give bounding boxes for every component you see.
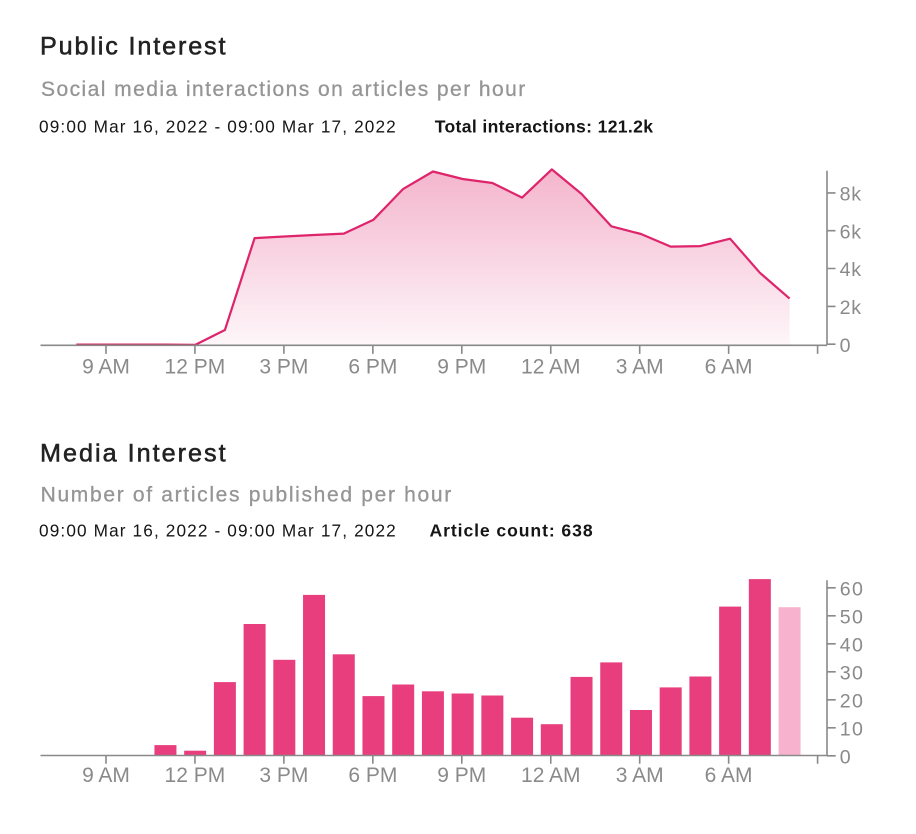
svg-text:3 PM: 3 PM: [259, 356, 308, 379]
svg-text:12 AM: 12 AM: [521, 356, 581, 379]
svg-text:8k: 8k: [840, 184, 862, 206]
svg-text:Media Interest: Media Interest: [40, 440, 228, 468]
svg-text:Number of articles published p: Number of articles published per hour: [41, 484, 453, 507]
svg-text:12 AM: 12 AM: [521, 764, 581, 787]
svg-text:Article count: 638: Article count: 638: [430, 520, 594, 540]
svg-text:50: 50: [840, 606, 864, 628]
svg-text:12 PM: 12 PM: [165, 764, 226, 787]
svg-text:09:00 Mar 16, 2022 - 09:00 Mar: 09:00 Mar 16, 2022 - 09:00 Mar 17, 2022: [39, 520, 397, 540]
svg-text:Total interactions: 121.2k: Total interactions: 121.2k: [435, 116, 654, 136]
svg-text:60: 60: [840, 578, 864, 600]
svg-text:9 AM: 9 AM: [82, 356, 130, 379]
svg-text:9 AM: 9 AM: [82, 764, 130, 787]
svg-text:20: 20: [840, 690, 864, 712]
svg-text:0: 0: [840, 335, 852, 357]
svg-text:30: 30: [840, 662, 864, 684]
svg-text:9 PM: 9 PM: [437, 356, 486, 379]
svg-text:12 PM: 12 PM: [165, 356, 226, 379]
svg-text:4k: 4k: [840, 259, 862, 281]
svg-text:Social media interactions on a: Social media interactions on articles pe…: [41, 78, 527, 101]
svg-text:Public Interest: Public Interest: [40, 33, 227, 61]
svg-text:09:00 Mar 16, 2022 - 09:00 Mar: 09:00 Mar 16, 2022 - 09:00 Mar 17, 2022: [39, 116, 397, 136]
svg-text:10: 10: [840, 718, 864, 740]
svg-text:3 AM: 3 AM: [616, 764, 664, 787]
svg-text:6 PM: 6 PM: [348, 356, 397, 379]
svg-text:3 PM: 3 PM: [259, 764, 308, 787]
svg-text:6 AM: 6 AM: [705, 764, 753, 787]
svg-text:3 AM: 3 AM: [616, 356, 664, 379]
svg-text:6 PM: 6 PM: [348, 764, 397, 787]
svg-text:0: 0: [840, 746, 852, 768]
svg-text:6k: 6k: [840, 221, 862, 243]
svg-text:40: 40: [840, 634, 864, 656]
svg-text:9 PM: 9 PM: [437, 764, 486, 787]
svg-text:6 AM: 6 AM: [705, 356, 753, 379]
svg-text:2k: 2k: [840, 297, 862, 319]
